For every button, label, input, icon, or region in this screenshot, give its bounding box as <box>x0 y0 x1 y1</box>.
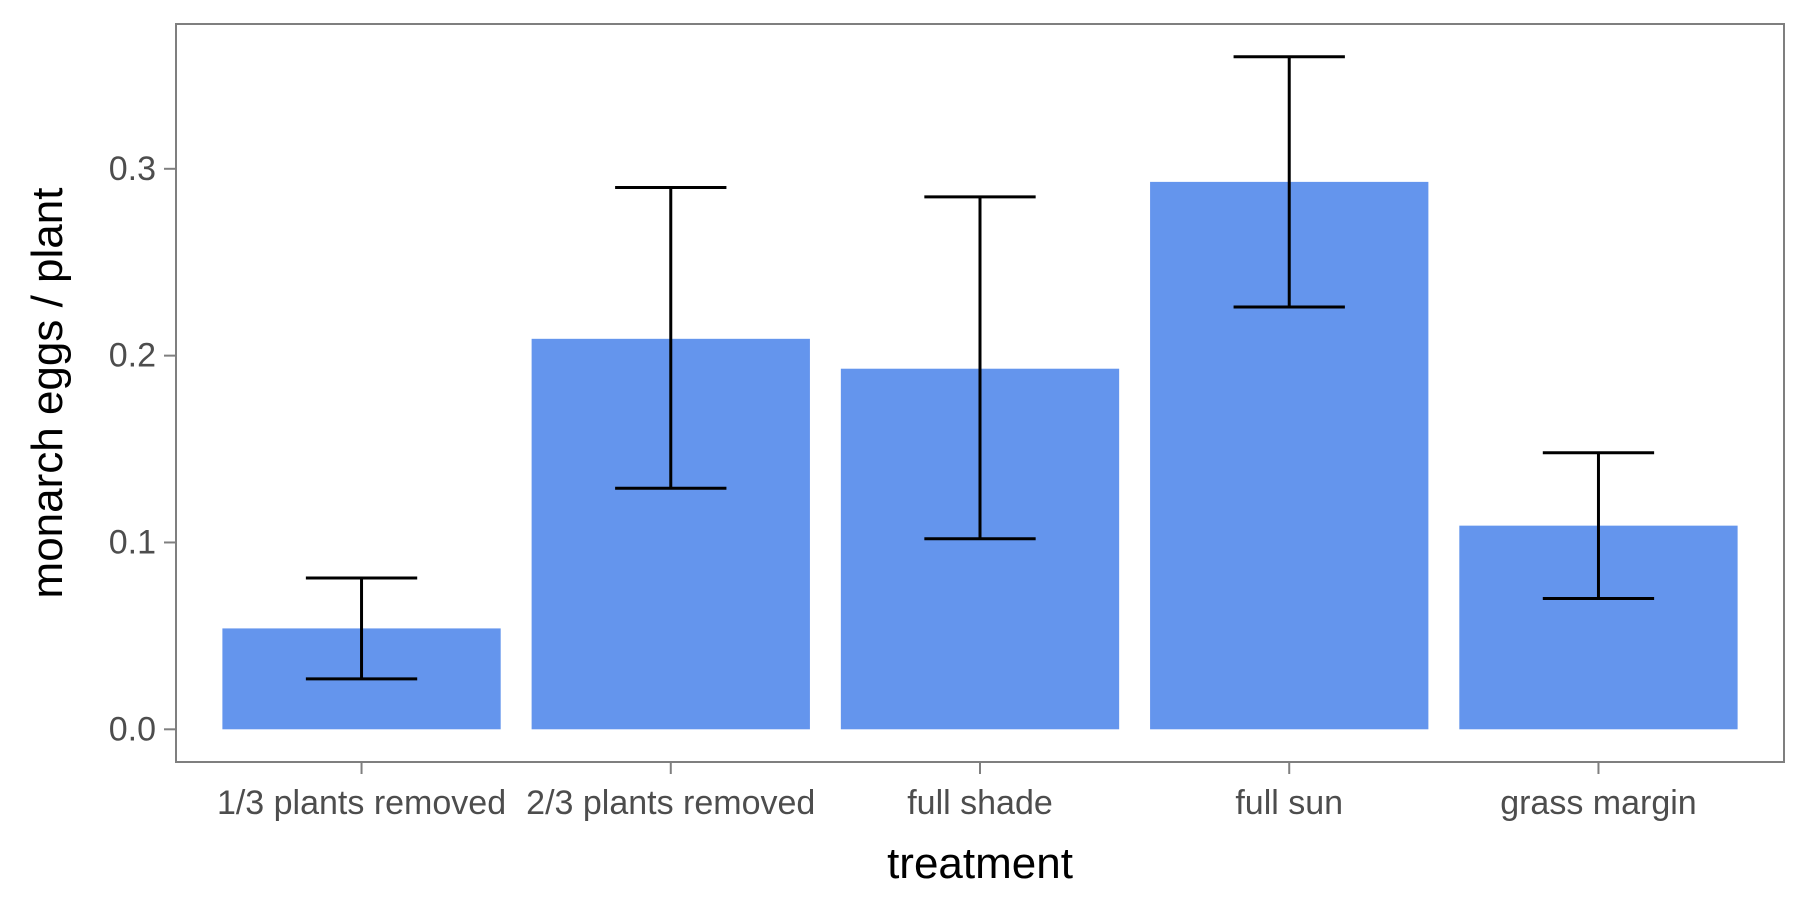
error-bar-2 <box>615 185 727 490</box>
y-axis: 0.0 0.1 0.2 0.3 <box>109 150 176 748</box>
x-axis-title: treatment <box>887 839 1073 888</box>
error-bar-5 <box>1542 451 1655 601</box>
x-tick-label: full sun <box>1235 784 1343 822</box>
error-bars <box>305 55 1655 681</box>
x-tick-label: 2/3 plants removed <box>526 784 815 822</box>
error-bar-3 <box>924 195 1036 541</box>
error-bar-4 <box>1233 55 1345 309</box>
error-bar-1 <box>305 576 418 681</box>
y-tick-label: 0.0 <box>109 710 156 748</box>
x-axis: 1/3 plants removed 2/3 plants removed full… <box>217 762 1697 822</box>
y-tick-label: 0.3 <box>109 150 156 188</box>
x-tick-label: full shade <box>907 784 1053 822</box>
y-tick-label: 0.1 <box>109 523 156 561</box>
y-tick-label: 0.2 <box>109 337 156 375</box>
y-axis-title: monarch eggs / plant <box>23 188 72 599</box>
x-tick-label: 1/3 plants removed <box>217 784 506 822</box>
x-tick-label: grass margin <box>1500 784 1697 822</box>
